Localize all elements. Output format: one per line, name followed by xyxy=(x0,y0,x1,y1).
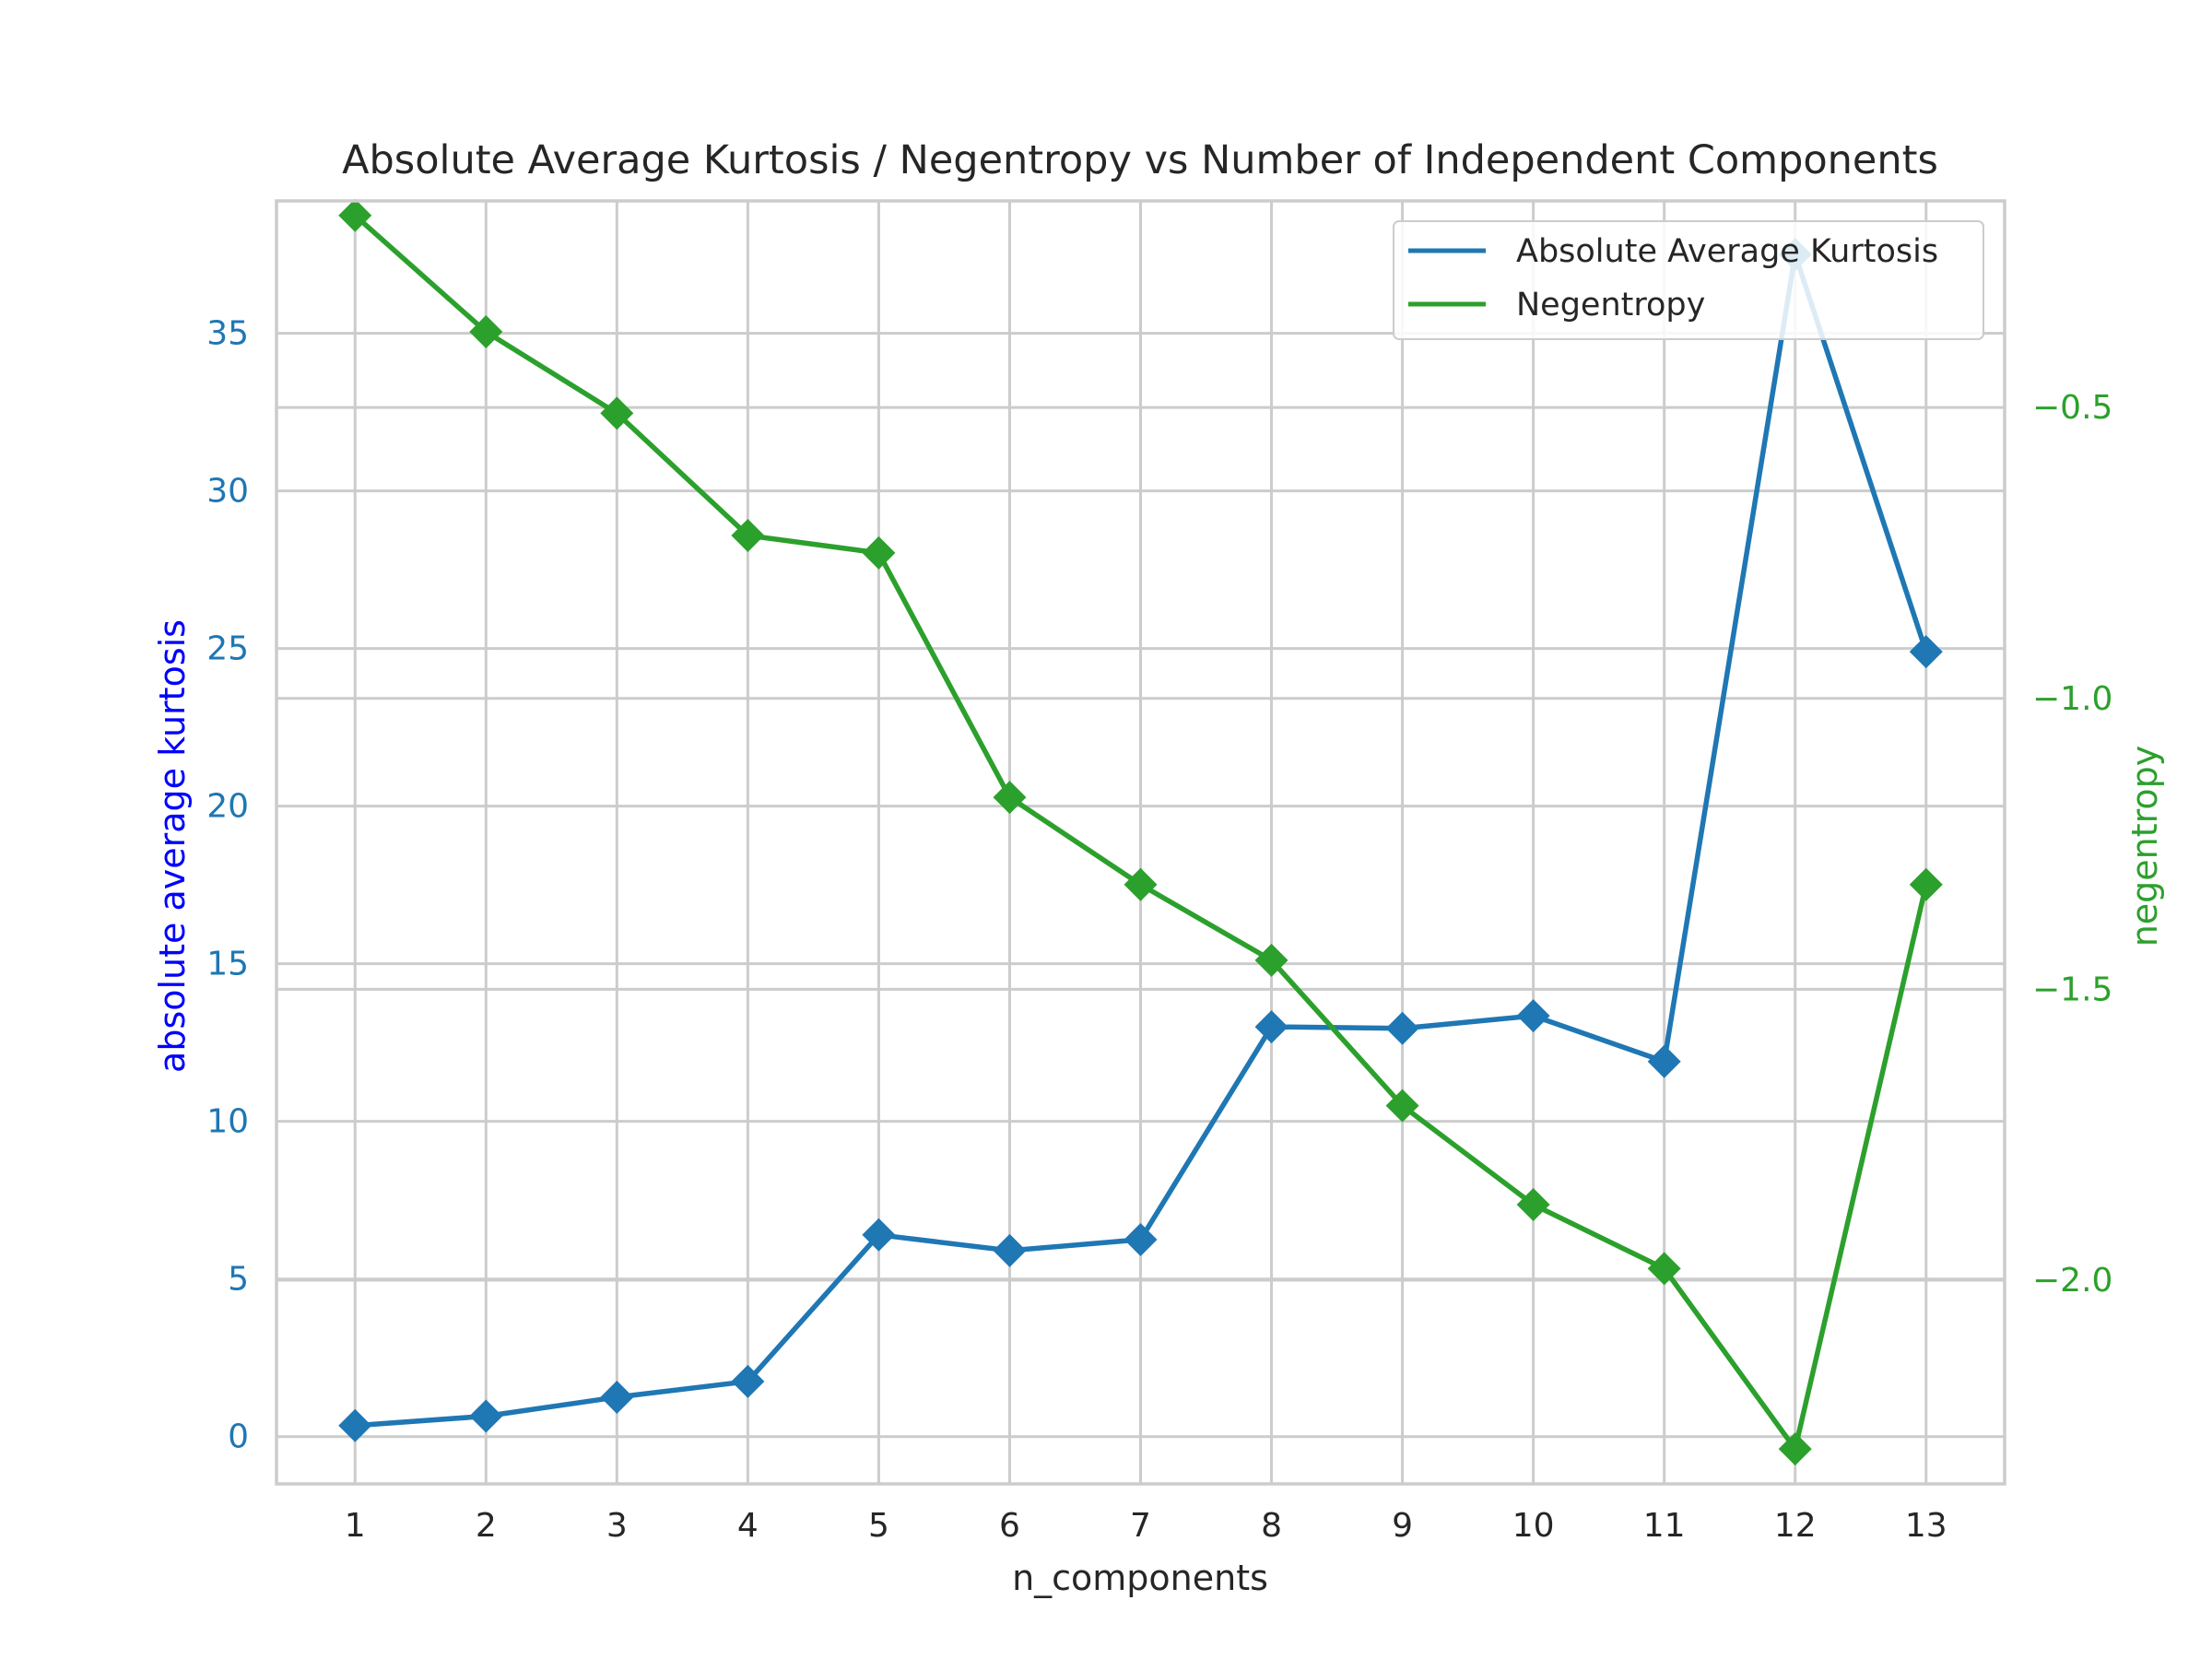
data-point xyxy=(1254,1010,1288,1044)
data-point xyxy=(1909,867,1943,901)
plot-frame xyxy=(275,199,2006,1486)
x-axis-label: n_components xyxy=(1012,1558,1268,1598)
data-point xyxy=(1385,1088,1419,1123)
data-point xyxy=(469,1399,503,1433)
y-left-tick-label: 10 xyxy=(206,1103,249,1141)
y-left-tick-label: 0 xyxy=(228,1418,249,1456)
data-point xyxy=(469,315,503,349)
x-tick-label: 11 xyxy=(1643,1507,1686,1545)
data-point xyxy=(338,198,372,232)
ticks-layer: 1 2 3 4 5 6 7 8 9 10 11 12 1305101520253035−2.0−1.5−… xyxy=(206,315,2112,1545)
data-point xyxy=(1778,1432,1812,1466)
y-left-tick-label: 15 xyxy=(206,946,249,983)
data-point xyxy=(993,1233,1027,1267)
data-point xyxy=(862,1218,896,1252)
legend-label-negentropy: Negentropy xyxy=(1516,287,1705,324)
x-tick-label: 10 xyxy=(1512,1507,1555,1545)
data-point xyxy=(1124,1222,1158,1256)
x-tick-label: 12 xyxy=(1774,1507,1817,1545)
x-tick-label: 5 xyxy=(868,1507,889,1545)
data-point xyxy=(1385,1011,1419,1045)
data-point xyxy=(600,396,634,430)
data-point xyxy=(1516,999,1550,1033)
x-tick-label: 8 xyxy=(1261,1507,1282,1545)
x-tick-label: 9 xyxy=(1392,1507,1413,1545)
data-point xyxy=(993,781,1027,815)
data-point xyxy=(731,1364,765,1398)
y-right-tick-label: −1.5 xyxy=(2032,971,2112,1008)
data-point xyxy=(1254,943,1288,977)
legend-box xyxy=(1393,220,1984,340)
y-left-tick-label: 20 xyxy=(206,788,249,826)
x-tick-label: 7 xyxy=(1130,1507,1151,1545)
data-point xyxy=(1516,1187,1550,1221)
y-axis-right-label: negentropy xyxy=(2124,746,2165,947)
x-tick-label: 6 xyxy=(999,1507,1020,1545)
x-tick-label: 13 xyxy=(1905,1507,1947,1545)
chart-title: Absolute Average Kurtosis / Negentropy v… xyxy=(342,137,1938,183)
x-tick-label: 1 xyxy=(345,1507,366,1545)
y-axis-left-label: absolute average kurtosis xyxy=(152,619,193,1073)
data-point xyxy=(862,535,896,570)
x-tick-label: 2 xyxy=(476,1507,497,1545)
x-tick-label: 4 xyxy=(737,1507,759,1545)
data-point xyxy=(1124,867,1158,901)
data-point xyxy=(600,1380,634,1414)
data-point xyxy=(1909,635,1943,669)
y-left-tick-label: 5 xyxy=(228,1261,249,1299)
y-right-tick-label: −0.5 xyxy=(2032,389,2112,427)
y-left-tick-label: 25 xyxy=(206,630,249,668)
y-left-tick-label: 35 xyxy=(206,315,249,353)
y-right-tick-label: −1.0 xyxy=(2032,680,2112,718)
legend: Absolute Average Kurtosis Negentropy xyxy=(1393,220,1984,340)
series-negentropy xyxy=(338,198,1943,1466)
data-point xyxy=(1647,1252,1681,1286)
data-point xyxy=(338,1408,372,1442)
y-right-tick-label: −2.0 xyxy=(2032,1262,2112,1300)
legend-label-kurtosis: Absolute Average Kurtosis xyxy=(1516,233,1938,270)
data-point xyxy=(731,518,765,552)
data-point xyxy=(1647,1044,1681,1078)
x-tick-label: 3 xyxy=(606,1507,628,1545)
y-left-tick-label: 30 xyxy=(206,473,249,511)
